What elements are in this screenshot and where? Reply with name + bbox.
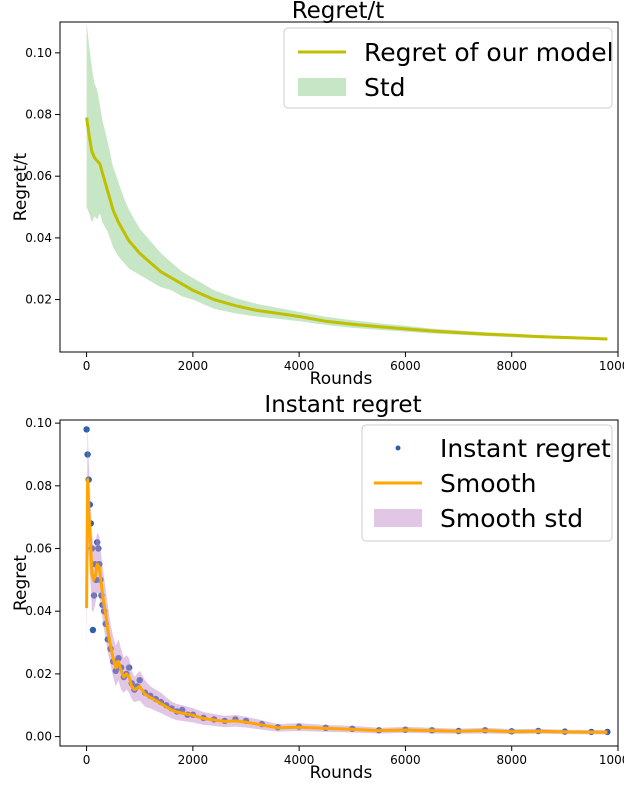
legend-label-smooth: Smooth [440, 469, 536, 498]
legend-swatch-std [298, 78, 346, 96]
x-tick-label: 4000 [284, 753, 315, 767]
y-tick-label: 0.04 [25, 604, 52, 618]
y-tick-label: 0.08 [25, 479, 52, 493]
chart-title: Regret/t [292, 0, 385, 24]
x-tick-label: 10000 [599, 753, 624, 767]
x-tick-label: 2000 [178, 753, 209, 767]
y-tick-label: 0.08 [25, 108, 52, 122]
y-axis: 0.00 0.02 0.04 0.06 0.08 0.10 [25, 416, 60, 744]
chart-marks [85, 22, 608, 341]
legend-swatch-smooth-std [374, 509, 422, 527]
x-axis-label: Rounds [310, 763, 373, 783]
y-tick-label: 0.06 [25, 542, 52, 556]
x-tick-label: 6000 [390, 359, 421, 373]
x-axis: 0 2000 4000 6000 8000 10000 [83, 352, 624, 373]
legend-box [283, 27, 613, 109]
instant-regret-chart: Instant regret 0 2000 4000 6000 8000 10000 0.… [11, 392, 624, 783]
x-axis: 0 2000 4000 6000 8000 10000 [83, 746, 624, 767]
plot-frame [59, 419, 619, 747]
y-tick-label: 0.02 [25, 293, 52, 307]
y-axis-label: Regret [11, 555, 31, 611]
y-tick-label: 0.10 [25, 416, 52, 430]
x-tick-label: 0 [83, 753, 91, 767]
x-tick-label: 10000 [599, 359, 624, 373]
x-tick-label: 6000 [390, 753, 421, 767]
line-smooth [85, 478, 608, 734]
chart-marks [83, 423, 611, 736]
scatter-point [89, 626, 97, 634]
plot-frame [59, 21, 619, 353]
y-axis: 0.02 0.04 0.06 0.08 0.10 [25, 46, 60, 307]
x-tick-label: 4000 [284, 359, 315, 373]
line-regret-of-our-model [85, 117, 608, 341]
legend-box [361, 424, 613, 542]
x-tick-label: 2000 [178, 359, 209, 373]
legend-label-std: Std [364, 73, 406, 102]
legend: Instant regret Smooth Smooth std [361, 424, 613, 542]
legend-label-smooth-std: Smooth std [440, 504, 583, 533]
x-tick-label: 0 [83, 359, 91, 373]
y-tick-label: 0.04 [25, 231, 52, 245]
x-axis-label: Rounds [310, 369, 373, 389]
legend-label-instant-regret: Instant regret [440, 434, 611, 463]
chart-title: Instant regret [264, 392, 421, 418]
x-tick-label: 8000 [496, 753, 527, 767]
y-tick-label: 0.02 [25, 667, 52, 681]
y-tick-label: 0.10 [25, 46, 52, 60]
y-tick-label: 0.06 [25, 169, 52, 183]
legend: Regret of our model Std [283, 27, 614, 109]
regret-per-t-chart: Regret/t 0 2000 4000 6000 8000 10000 0.02 0.04… [11, 0, 624, 389]
y-axis-label: Regret/t [11, 152, 31, 221]
legend-label-regret-of-our-model: Regret of our model [364, 38, 614, 67]
legend-swatch-instant-regret [395, 445, 401, 451]
x-tick-label: 8000 [496, 359, 527, 373]
scatter-point [83, 426, 90, 433]
y-tick-label: 0.00 [25, 730, 52, 744]
